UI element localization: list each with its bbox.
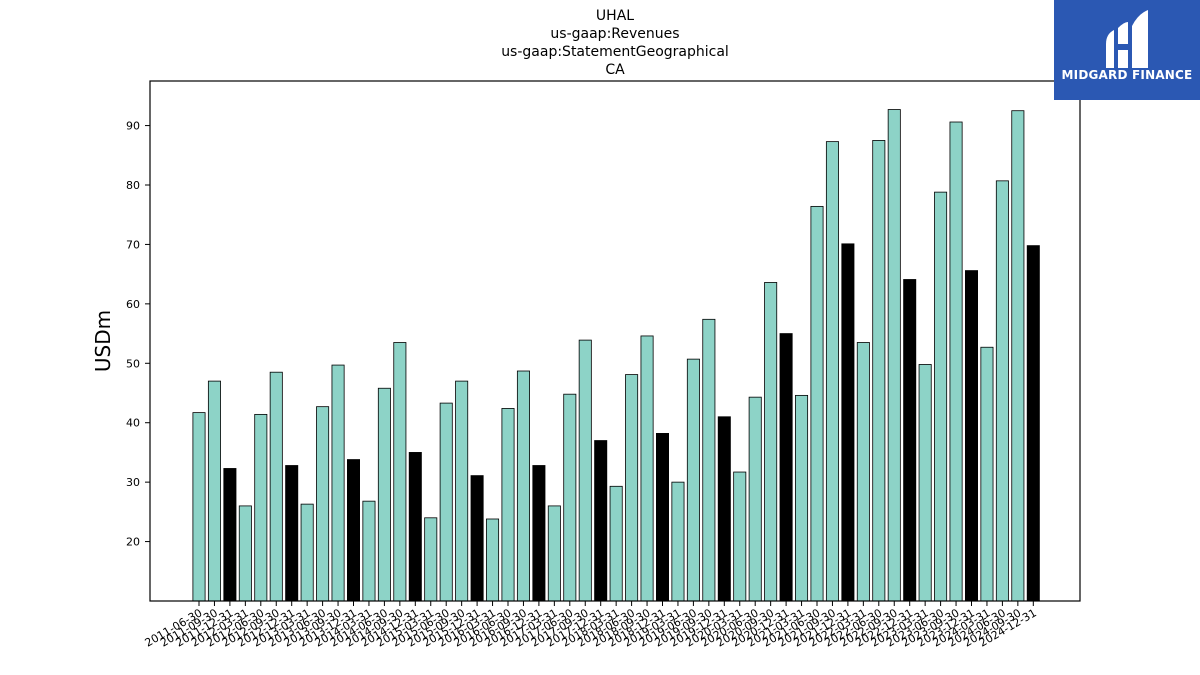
y-axis: 20 30 40 50 60 70 80 90 xyxy=(126,120,150,549)
bar-2022-09-30 xyxy=(887,109,901,602)
y-tick-label: 80 xyxy=(126,179,140,192)
bar-2018-09-30 xyxy=(640,335,654,602)
bar-2024-12-31 xyxy=(1026,245,1040,602)
bar-2014-09-30 xyxy=(393,342,407,602)
y-tick-label: 50 xyxy=(126,357,140,370)
bar-2016-03-31 xyxy=(486,518,500,602)
chart-title-concept: us-gaap:Revenues xyxy=(550,26,680,42)
bar-2014-06-30 xyxy=(377,387,391,602)
y-tick-label: 70 xyxy=(126,238,140,251)
bar-2012-03-31 xyxy=(238,505,252,602)
logo-wordmark: MIDGARD FINANCE xyxy=(1061,68,1193,82)
bar-2019-06-30 xyxy=(686,358,700,602)
bar-2016-06-30 xyxy=(501,408,515,602)
bar-2012-06-30 xyxy=(254,413,268,602)
bar-2015-09-30 xyxy=(455,380,469,602)
bar-2016-09-30 xyxy=(516,370,530,602)
bar-2013-09-30 xyxy=(331,364,345,602)
bar-2021-03-31 xyxy=(795,394,809,602)
bar-2017-06-30 xyxy=(563,393,577,602)
y-tick-label: 40 xyxy=(126,417,140,430)
chart-title-block: UHAL us-gaap:Revenues us-gaap:StatementG… xyxy=(0,7,1200,79)
x-axis: 2011-06-302011-09-302011-12-312012-03-31… xyxy=(143,601,1039,650)
bar-2018-06-30 xyxy=(625,374,639,602)
bar-2018-03-31 xyxy=(609,485,623,602)
bar-2023-12-31 xyxy=(965,270,979,602)
bar-2024-09-30 xyxy=(1011,110,1025,602)
bar-2023-03-31 xyxy=(918,364,932,602)
bar-2022-03-31 xyxy=(856,342,870,602)
bar-2022-06-30 xyxy=(872,140,886,602)
bar-2012-09-30 xyxy=(269,371,283,602)
midgard-finance-logo: MIDGARD FINANCE xyxy=(1054,0,1200,100)
bar-2015-06-30 xyxy=(439,402,453,602)
bar-2023-09-30 xyxy=(949,121,963,602)
bar-2013-03-31 xyxy=(300,503,314,602)
bar-2021-06-30 xyxy=(810,205,824,602)
bar-2017-03-31 xyxy=(547,505,561,602)
bar-2024-03-31 xyxy=(980,346,994,602)
y-tick-label: 90 xyxy=(126,120,140,133)
bar-2020-03-31 xyxy=(733,471,747,602)
bar-2019-03-31 xyxy=(671,481,685,602)
bar-2019-12-31 xyxy=(717,416,731,602)
bar-2017-09-30 xyxy=(578,339,592,602)
bar-2019-09-30 xyxy=(702,318,716,602)
bar-2015-03-31 xyxy=(424,517,438,602)
bar-2022-12-31 xyxy=(903,279,917,602)
bar-2014-03-31 xyxy=(362,500,376,602)
bar-series xyxy=(192,109,1040,602)
bar-2011-09-30 xyxy=(207,380,221,602)
bar-2024-06-30 xyxy=(995,180,1009,602)
bar-2021-09-30 xyxy=(825,141,839,602)
bar-2014-12-31 xyxy=(408,452,422,602)
bar-2016-12-31 xyxy=(532,465,546,602)
plot-frame xyxy=(149,80,1081,602)
chart-title-member: CA xyxy=(605,62,625,78)
y-tick-label: 20 xyxy=(126,536,140,549)
bar-2011-06-30 xyxy=(192,412,206,602)
chart-title-ticker: UHAL xyxy=(595,8,635,24)
bar-2011-12-31 xyxy=(223,468,237,602)
bar-2020-06-30 xyxy=(748,396,762,602)
midgard-logo-icon xyxy=(1106,10,1148,68)
bar-2023-06-30 xyxy=(934,191,948,602)
bar-2020-12-31 xyxy=(779,333,793,602)
bar-2015-12-31 xyxy=(470,475,484,602)
y-tick-label: 60 xyxy=(126,298,140,311)
bar-2013-12-31 xyxy=(346,459,360,602)
bar-2012-12-31 xyxy=(285,465,299,602)
bar-2013-06-30 xyxy=(316,406,330,602)
bar-2020-09-30 xyxy=(764,282,778,602)
y-tick-label: 30 xyxy=(126,476,140,489)
chart-title-axis: us-gaap:StatementGeographical xyxy=(501,44,729,60)
bar-2021-12-31 xyxy=(841,243,855,602)
y-axis-label: USDm xyxy=(91,310,115,372)
bar-2017-12-31 xyxy=(594,440,608,602)
bar-2018-12-31 xyxy=(656,433,670,602)
